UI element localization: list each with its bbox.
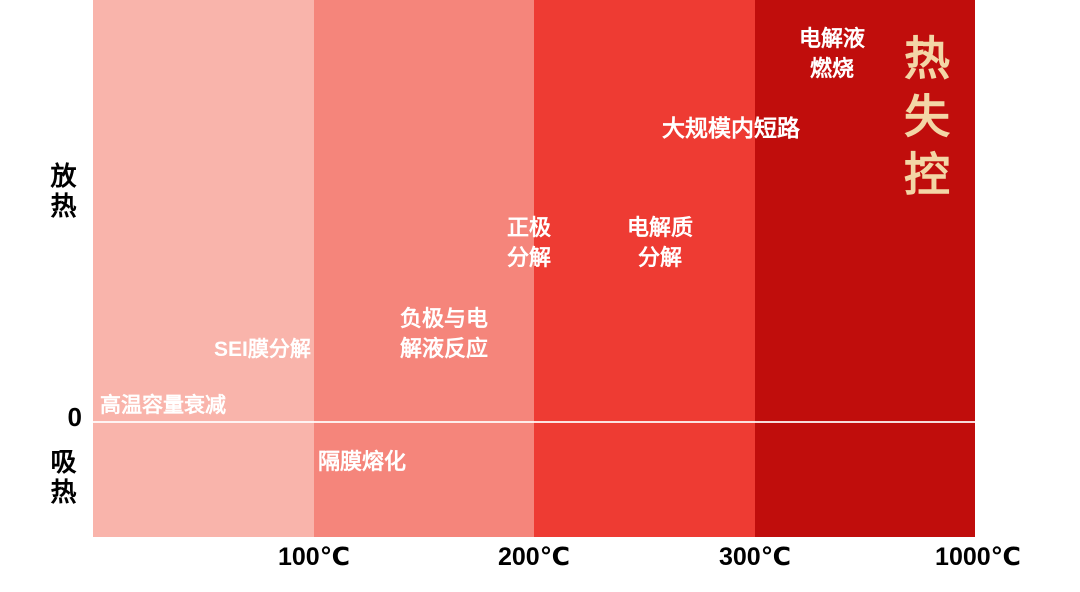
annotation-separator-melting: 隔膜熔化 — [318, 449, 407, 474]
annotation-capacity-decay: 高温容量衰减 — [100, 394, 226, 417]
x-tick-200c: 200℃ — [498, 543, 570, 571]
y-label-endothermic: 吸热 — [47, 448, 77, 508]
temp-band-0-100 — [93, 0, 314, 537]
annotation-cathode-decomposition: 正极 分解 — [507, 215, 552, 270]
x-tick-1000c: 1000℃ — [935, 543, 1021, 571]
annotation-electrolyte-decomposition: 电解质 分解 — [626, 215, 693, 270]
temp-band-300-1000 — [755, 0, 975, 537]
temp-band-200-300 — [534, 0, 755, 537]
annotation-electrolyte-combustion: 电解液 燃烧 — [798, 26, 865, 81]
annotation-thermal-runaway: 热失控 — [898, 34, 950, 208]
annotation-internal-short-circuit: 大规模内短路 — [662, 115, 800, 141]
x-tick-300c: 300℃ — [719, 543, 791, 571]
annotation-anode-electrolyte-reaction: 负极与电 解液反应 — [399, 306, 488, 361]
annotation-sei-decomposition: SEI膜分解 — [214, 338, 311, 361]
y-label-exothermic: 放热 — [47, 162, 77, 222]
temp-band-100-200 — [314, 0, 534, 537]
x-tick-100c: 100℃ — [278, 543, 350, 571]
y-label-zero: 0 — [67, 402, 82, 432]
zero-baseline — [93, 421, 975, 423]
